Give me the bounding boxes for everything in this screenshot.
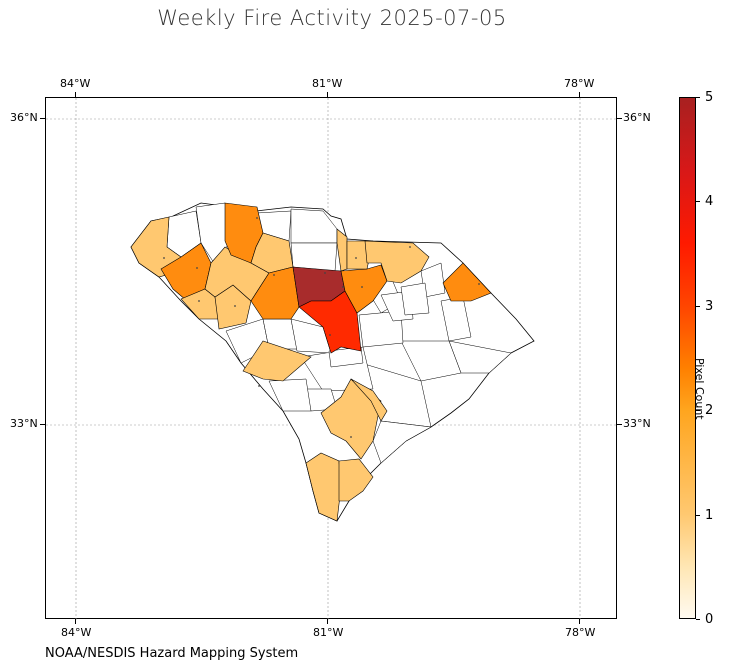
fire-point bbox=[163, 257, 165, 259]
fire-point bbox=[196, 267, 198, 269]
county-sumter bbox=[358, 310, 404, 348]
tick-mark bbox=[40, 424, 45, 425]
colorbar-tick bbox=[696, 515, 700, 516]
fire-point bbox=[258, 385, 260, 387]
top-lon-label: 81°W bbox=[312, 77, 343, 90]
right-lat-label: 36°N bbox=[623, 111, 651, 124]
colorbar-tick bbox=[696, 410, 700, 411]
tick-mark bbox=[579, 92, 580, 97]
map-title: Weekly Fire Activity 2025-07-05 bbox=[157, 6, 507, 30]
fire-point bbox=[342, 286, 344, 288]
county-chester bbox=[290, 242, 338, 272]
colorbar-tick bbox=[696, 201, 700, 202]
county-aiken bbox=[242, 340, 312, 382]
tick-mark bbox=[579, 619, 580, 624]
fire-point bbox=[256, 217, 258, 219]
fire-point bbox=[198, 300, 200, 302]
top-lon-label: 78°W bbox=[564, 77, 595, 90]
county-boundaries bbox=[166, 202, 512, 464]
colorbar-tick-label: 1 bbox=[705, 508, 714, 523]
bottom-lon-label: 84°W bbox=[61, 626, 92, 639]
colorbar-label: Pixel Count bbox=[693, 358, 706, 420]
fire-point bbox=[380, 420, 382, 422]
tick-mark bbox=[617, 424, 622, 425]
fire-point bbox=[324, 272, 326, 274]
fire-point bbox=[409, 246, 411, 248]
fire-point bbox=[355, 257, 357, 259]
map-frame[interactable] bbox=[45, 97, 618, 620]
county-colleton bbox=[320, 378, 382, 460]
fire-point bbox=[361, 286, 363, 288]
county-beaufort bbox=[338, 458, 374, 502]
county-kershaw bbox=[340, 264, 388, 314]
tick-mark bbox=[617, 118, 622, 119]
tick-mark bbox=[327, 92, 328, 97]
county-york bbox=[290, 208, 338, 244]
fire-point bbox=[234, 305, 236, 307]
tick-mark bbox=[327, 619, 328, 624]
colorbar-tick bbox=[696, 619, 700, 620]
fire-points bbox=[163, 217, 480, 438]
colorbar-tick-label: 5 bbox=[705, 90, 714, 105]
fire-point bbox=[273, 274, 275, 276]
county-lancaster bbox=[336, 228, 348, 272]
county-williamsburg bbox=[400, 340, 462, 382]
county-jasper bbox=[305, 452, 342, 522]
left-lat-label: 33°N bbox=[10, 417, 38, 430]
fire-point bbox=[329, 334, 331, 336]
colorbar-tick-label: 2 bbox=[705, 403, 714, 418]
tick-mark bbox=[75, 92, 76, 97]
bottom-lon-label: 81°W bbox=[313, 626, 344, 639]
map-canvas[interactable] bbox=[46, 98, 618, 620]
bottom-lon-label: 78°W bbox=[565, 626, 596, 639]
county-chesterfield-east bbox=[364, 240, 430, 284]
right-lat-label: 33°N bbox=[623, 417, 651, 430]
left-lat-label: 36°N bbox=[10, 111, 38, 124]
fire-point bbox=[350, 436, 352, 438]
top-lon-label: 84°W bbox=[60, 77, 91, 90]
county-richland bbox=[298, 290, 362, 354]
tick-mark bbox=[40, 118, 45, 119]
colorbar-tick-label: 4 bbox=[705, 194, 714, 209]
fire-point bbox=[478, 283, 480, 285]
county-dorchester bbox=[350, 378, 388, 422]
county-horry bbox=[442, 262, 492, 302]
county-darlington bbox=[400, 282, 430, 316]
colorbar-tick-label: 3 bbox=[705, 299, 714, 314]
county-charleston bbox=[372, 420, 432, 464]
county-barnwell bbox=[268, 378, 312, 412]
tick-mark bbox=[75, 619, 76, 624]
source-credit: NOAA/NESDIS Hazard Mapping System bbox=[45, 646, 299, 661]
colorbar-tick bbox=[696, 97, 700, 98]
colorbar-tick-label: 0 bbox=[705, 612, 714, 627]
colorbar-tick bbox=[696, 306, 700, 307]
colored-counties[interactable] bbox=[130, 202, 492, 522]
colorbar bbox=[679, 97, 696, 619]
